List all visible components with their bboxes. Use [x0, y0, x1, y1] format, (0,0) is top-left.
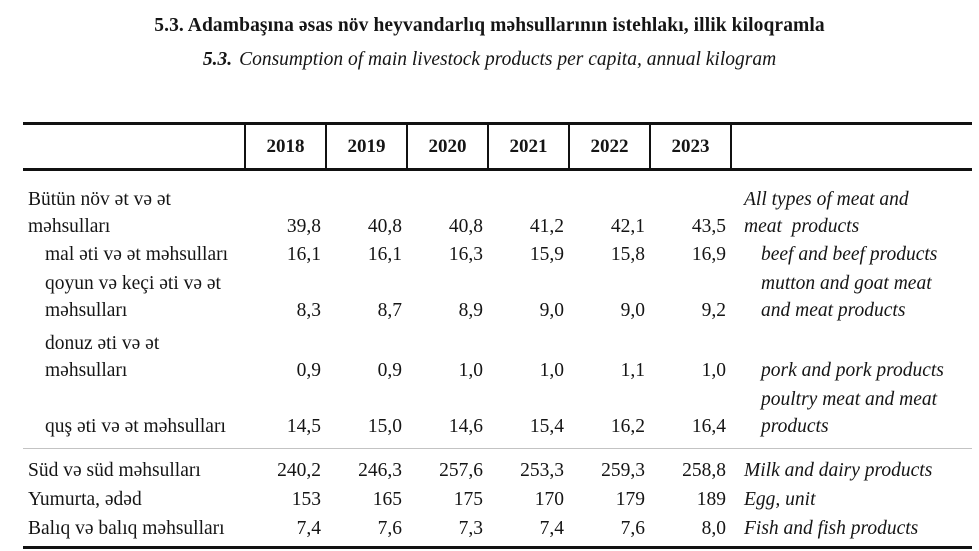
row-label-en: Milk and dairy products	[744, 460, 933, 481]
row-label-az: quş əti və ət məhsulları	[45, 416, 226, 437]
value-cell: 240,2	[277, 460, 321, 481]
value-cell: 16,2	[610, 416, 645, 437]
value-cell: 14,5	[286, 416, 321, 437]
table-title-en-text: Consumption of main livestock products p…	[239, 49, 777, 70]
value-cell: 1,0	[539, 360, 564, 381]
row-label-az: Yumurta, ədəd	[28, 489, 142, 510]
value-cell: 1,0	[701, 360, 726, 381]
value-cell: 7,6	[620, 518, 645, 539]
value-cell: 153	[291, 489, 321, 510]
row-label-en: Egg, unit	[744, 489, 816, 510]
value-cell: 16,4	[691, 416, 726, 437]
value-cell: 15,9	[529, 244, 564, 265]
table-title-az: 5.3. Adambaşına əsas növ heyvandarlıq mə…	[154, 15, 825, 36]
row-label-az: mal əti və ət məhsulları	[45, 244, 229, 265]
value-cell: 8,9	[458, 300, 483, 321]
value-cell: 7,3	[458, 518, 483, 539]
table-title-en-number: 5.3.	[202, 49, 233, 70]
value-cell: 258,8	[682, 460, 726, 481]
value-cell: 0,9	[377, 360, 402, 381]
table-row-milk: Süd və süd məhsulları 240,2 246,3 257,6 …	[23, 448, 972, 487]
value-cell: 15,0	[367, 416, 402, 437]
value-cell: 14,6	[448, 416, 483, 437]
row-label-en: beef and beef products	[761, 244, 938, 265]
value-cell: 40,8	[367, 216, 402, 237]
value-cell: 1,1	[620, 360, 645, 381]
value-cell: 170	[534, 489, 564, 510]
value-cell: 1,0	[458, 360, 483, 381]
value-cell: 257,6	[439, 460, 483, 481]
value-cell: 39,8	[286, 216, 321, 237]
value-cell: 259,3	[601, 460, 645, 481]
table-row-fish: Balıq və balıq məhsulları 7,4 7,6 7,3 7,…	[23, 515, 972, 548]
consumption-table: 2018 2019 2020 2021 2022 2023 Bütün növ …	[23, 122, 972, 549]
value-cell: 42,1	[610, 216, 645, 237]
row-label-en: Fish and fish products	[744, 518, 919, 539]
row-label-az: Balıq və balıq məhsulları	[28, 518, 225, 539]
table-row-mutton-goat: qoyun və keçi əti və ət məhsulları 8,3 8…	[23, 270, 972, 326]
value-cell: 15,8	[610, 244, 645, 265]
value-cell: 179	[615, 489, 645, 510]
year-header-2021: 2021	[487, 122, 569, 171]
row-label-az: donuz əti və ət məhsulları	[45, 333, 160, 381]
year-header-2018: 2018	[244, 122, 326, 171]
row-label-en: pork and pork products	[761, 360, 944, 381]
value-cell: 175	[453, 489, 483, 510]
table-title-en: 5.3. Consumption of main livestock produc…	[0, 47, 979, 73]
value-cell: 16,3	[448, 244, 483, 265]
value-cell: 9,0	[620, 300, 645, 321]
value-cell: 0,9	[296, 360, 321, 381]
year-header-2019: 2019	[325, 122, 407, 171]
value-cell: 8,7	[377, 300, 402, 321]
table-row-poultry: quş əti və ət məhsulları 14,5 15,0 14,6 …	[23, 386, 972, 449]
value-cell: 43,5	[691, 216, 726, 237]
table-row-egg: Yumurta, ədəd 153 165 175 170 179 189 Eg…	[23, 486, 972, 515]
value-cell: 16,1	[367, 244, 402, 265]
table-row-pork: donuz əti və ət məhsulları 0,9 0,9 1,0 1…	[23, 326, 972, 386]
value-cell: 40,8	[448, 216, 483, 237]
row-label-en: poultry meat and meat products	[761, 389, 938, 437]
header-empty-cell-en	[730, 122, 972, 171]
year-header-2023: 2023	[649, 122, 731, 171]
header-row: 2018 2019 2020 2021 2022 2023	[23, 122, 972, 171]
row-label-en: All types of meat and meat products	[744, 189, 909, 237]
title-block: 5.3. Adambaşına əsas növ heyvandarlıq mə…	[0, 0, 979, 73]
value-cell: 165	[372, 489, 402, 510]
year-header-2020: 2020	[406, 122, 488, 171]
value-cell: 7,6	[377, 518, 402, 539]
value-cell: 9,0	[539, 300, 564, 321]
value-cell: 7,4	[539, 518, 564, 539]
header-empty-cell	[23, 122, 245, 171]
value-cell: 253,3	[520, 460, 564, 481]
value-cell: 8,3	[296, 300, 321, 321]
row-label-az: qoyun və keçi əti və ət məhsulları	[45, 273, 221, 321]
value-cell: 189	[696, 489, 726, 510]
table-row-all-meat: Bütün növ ət və ət məhsulları 39,8 40,8 …	[23, 170, 972, 242]
value-cell: 16,1	[286, 244, 321, 265]
value-cell: 7,4	[296, 518, 321, 539]
value-cell: 9,2	[701, 300, 726, 321]
value-cell: 8,0	[701, 518, 726, 539]
year-header-2022: 2022	[568, 122, 650, 171]
table-row-beef: mal əti və ət məhsulları 16,1 16,1 16,3 …	[23, 241, 972, 270]
row-label-en: mutton and goat meat and meat products	[761, 273, 932, 321]
value-cell: 15,4	[529, 416, 564, 437]
row-label-az: Bütün növ ət və ət məhsulları	[28, 189, 171, 237]
value-cell: 41,2	[529, 216, 564, 237]
value-cell: 16,9	[691, 244, 726, 265]
value-cell: 246,3	[358, 460, 402, 481]
row-label-az: Süd və süd məhsulları	[28, 460, 201, 481]
